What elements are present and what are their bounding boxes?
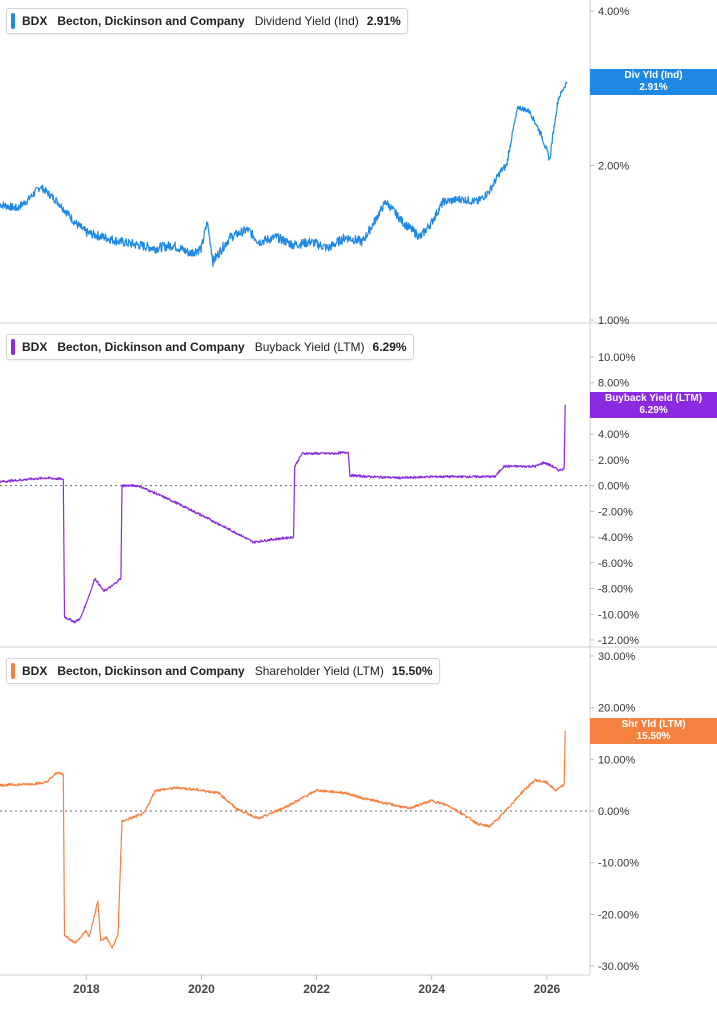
- series-line: [0, 404, 566, 624]
- y-tick-label: 30.00%: [598, 651, 636, 663]
- y-tick-label: 10.00%: [598, 754, 636, 766]
- y-tick-label: -10.00%: [598, 858, 639, 870]
- legend-metric: Shareholder Yield (LTM): [254, 664, 384, 678]
- legend-metric: Buyback Yield (LTM): [254, 340, 365, 354]
- y-tick-label: 2.00%: [598, 455, 629, 467]
- x-tick-label: 2024: [418, 982, 445, 996]
- legend-buyback: BDX Becton, Dickinson and Company Buybac…: [6, 334, 414, 360]
- legend-value: 15.50%: [391, 664, 433, 678]
- tag-label: Div Yld (Ind): [624, 69, 683, 81]
- tag-value: 15.50%: [636, 730, 671, 742]
- x-tick-label: 2026: [533, 982, 560, 996]
- x-tick-label: 2022: [303, 982, 330, 996]
- y-tick-label: 2.00%: [598, 161, 629, 173]
- legend-ticker: BDX: [22, 340, 48, 354]
- legend-ticker: BDX: [22, 664, 48, 678]
- y-tick-label: 0.00%: [598, 806, 629, 818]
- y-tick-label: -30.00%: [598, 961, 639, 973]
- x-tick-label: 2018: [73, 982, 100, 996]
- legend-swatch: [11, 13, 15, 29]
- y-tick-label: 20.00%: [598, 703, 636, 715]
- y-tick-label: -12.00%: [598, 635, 639, 647]
- legend-metric: Dividend Yield (Ind): [254, 14, 359, 28]
- y-tick-label: 0.00%: [598, 481, 629, 493]
- y-tick-label: -20.00%: [598, 909, 639, 921]
- legend-value: 2.91%: [366, 14, 401, 28]
- series-line: [0, 81, 568, 268]
- y-tick-label: -4.00%: [598, 532, 633, 544]
- legend-swatch: [11, 663, 15, 679]
- tag-label: Shr Yld (LTM): [621, 718, 686, 730]
- legend-value: 6.29%: [372, 340, 407, 354]
- y-tick-label: 1.00%: [598, 315, 629, 327]
- last-value-tag-dividend: Div Yld (Ind) 2.91%: [590, 68, 717, 95]
- legend-ticker: BDX: [22, 14, 48, 28]
- y-tick-label: -8.00%: [598, 584, 633, 596]
- legend-company: Becton, Dickinson and Company: [57, 14, 245, 28]
- last-value-tag-buyback: Buyback Yield (LTM) 6.29%: [590, 391, 717, 418]
- y-tick-label: 8.00%: [598, 378, 629, 390]
- y-tick-label: -2.00%: [598, 506, 633, 518]
- y-tick-label: -6.00%: [598, 558, 633, 570]
- series-line: [0, 730, 566, 949]
- x-tick-label: 2020: [188, 982, 215, 996]
- y-tick-label: 4.00%: [598, 429, 629, 441]
- y-tick-label: -10.00%: [598, 609, 639, 621]
- legend-company: Becton, Dickinson and Company: [57, 340, 245, 354]
- tag-value: 6.29%: [639, 404, 668, 416]
- last-value-tag-shareholder: Shr Yld (LTM) 15.50%: [590, 717, 717, 744]
- legend-company: Becton, Dickinson and Company: [57, 664, 245, 678]
- legend-swatch: [11, 339, 15, 355]
- tag-label: Buyback Yield (LTM): [604, 392, 703, 404]
- legend-dividend: BDX Becton, Dickinson and Company Divide…: [6, 8, 408, 34]
- legend-shareholder: BDX Becton, Dickinson and Company Shareh…: [6, 658, 440, 684]
- tag-value: 2.91%: [639, 81, 668, 93]
- y-tick-label: 4.00%: [598, 6, 629, 18]
- y-tick-label: 10.00%: [598, 352, 636, 364]
